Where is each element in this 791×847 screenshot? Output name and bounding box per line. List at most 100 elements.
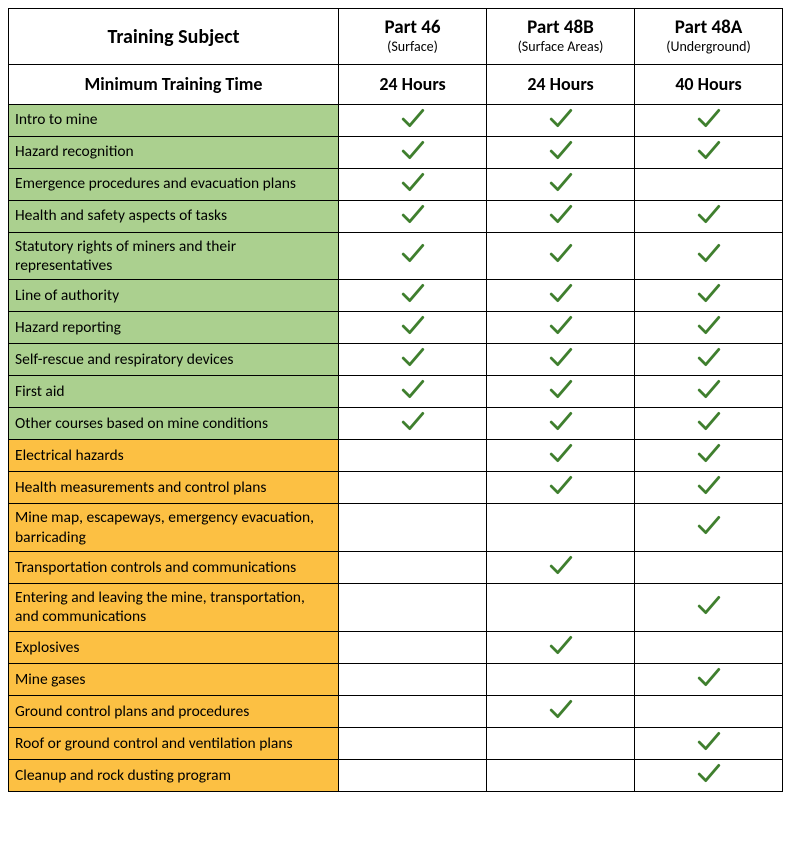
table-header: Training Subject Part 46 (Surface) Part …	[9, 9, 783, 105]
check-cell	[635, 759, 783, 791]
check-icon	[696, 242, 722, 264]
table-row: Cleanup and rock dusting program	[9, 759, 783, 791]
check-cell	[487, 104, 635, 136]
check-cell	[635, 344, 783, 376]
table-row: Other courses based on mine conditions	[9, 408, 783, 440]
check-icon	[400, 410, 426, 432]
check-cell	[339, 440, 487, 472]
check-icon	[696, 762, 722, 784]
check-icon	[696, 107, 722, 129]
check-cell	[487, 136, 635, 168]
training-table: Training Subject Part 46 (Surface) Part …	[8, 8, 783, 792]
check-cell	[635, 552, 783, 584]
check-cell	[487, 376, 635, 408]
header-part-48b: Part 48B (Surface Areas)	[487, 9, 635, 65]
check-cell	[635, 280, 783, 312]
header-part-title: Part 48B	[491, 18, 630, 39]
check-icon	[548, 698, 574, 720]
header-part-title: Part 46	[343, 18, 482, 39]
table-row: Emergence procedures and evacuation plan…	[9, 168, 783, 200]
header-part-46: Part 46 (Surface)	[339, 9, 487, 65]
check-cell	[635, 200, 783, 232]
table-row: Hazard reporting	[9, 312, 783, 344]
subject-cell: Line of authority	[9, 280, 339, 312]
check-cell	[487, 759, 635, 791]
check-cell	[635, 104, 783, 136]
check-cell	[487, 312, 635, 344]
check-cell	[635, 232, 783, 280]
check-cell	[635, 695, 783, 727]
check-icon	[696, 474, 722, 496]
check-cell	[339, 200, 487, 232]
check-icon	[696, 282, 722, 304]
check-icon	[548, 634, 574, 656]
check-cell	[487, 408, 635, 440]
check-cell	[339, 312, 487, 344]
table-row: Mine gases	[9, 663, 783, 695]
subject-cell: Hazard reporting	[9, 312, 339, 344]
header-part-sub: (Underground)	[639, 39, 778, 54]
check-cell	[339, 663, 487, 695]
table-row: Self-rescue and respiratory devices	[9, 344, 783, 376]
check-cell	[487, 504, 635, 552]
check-cell	[339, 344, 487, 376]
table-row: Electrical hazards	[9, 440, 783, 472]
check-icon	[696, 594, 722, 616]
check-cell	[635, 440, 783, 472]
subject-cell: Roof or ground control and ventilation p…	[9, 727, 339, 759]
check-icon	[400, 242, 426, 264]
table-row: Transportation controls and communicatio…	[9, 552, 783, 584]
table-row: Roof or ground control and ventilation p…	[9, 727, 783, 759]
header-part-sub: (Surface)	[343, 39, 482, 54]
min-training-row: Minimum Training Time 24 Hours 24 Hours …	[9, 65, 783, 105]
check-cell	[339, 472, 487, 504]
table-row: Statutory rights of miners and their rep…	[9, 232, 783, 280]
subject-cell: Self-rescue and respiratory devices	[9, 344, 339, 376]
check-cell	[635, 312, 783, 344]
check-icon	[548, 139, 574, 161]
check-cell	[339, 695, 487, 727]
header-subject: Training Subject	[9, 9, 339, 65]
check-icon	[548, 378, 574, 400]
check-icon	[548, 171, 574, 193]
check-cell	[487, 200, 635, 232]
check-icon	[548, 107, 574, 129]
check-icon	[548, 314, 574, 336]
table-row: Health and safety aspects of tasks	[9, 200, 783, 232]
check-cell	[635, 408, 783, 440]
subject-cell: First aid	[9, 376, 339, 408]
check-icon	[696, 410, 722, 432]
check-cell	[635, 136, 783, 168]
check-cell	[339, 376, 487, 408]
check-cell	[339, 631, 487, 663]
check-icon	[696, 203, 722, 225]
check-icon	[548, 203, 574, 225]
table-row: Entering and leaving the mine, transport…	[9, 584, 783, 632]
table-row: Mine map, escapeways, emergency evacuati…	[9, 504, 783, 552]
subject-cell: Health and safety aspects of tasks	[9, 200, 339, 232]
check-cell	[339, 104, 487, 136]
check-cell	[487, 631, 635, 663]
check-cell	[339, 168, 487, 200]
subject-cell: Transportation controls and communicatio…	[9, 552, 339, 584]
check-cell	[487, 552, 635, 584]
check-icon	[400, 139, 426, 161]
subject-cell: Electrical hazards	[9, 440, 339, 472]
check-cell	[487, 695, 635, 727]
check-cell	[635, 376, 783, 408]
check-cell	[339, 232, 487, 280]
check-cell	[635, 631, 783, 663]
table-row: Intro to mine	[9, 104, 783, 136]
check-icon	[548, 282, 574, 304]
check-icon	[548, 242, 574, 264]
table-row: Hazard recognition	[9, 136, 783, 168]
check-cell	[487, 440, 635, 472]
table-row: Line of authority	[9, 280, 783, 312]
check-cell	[487, 232, 635, 280]
check-cell	[487, 727, 635, 759]
min-training-value: 40 Hours	[635, 65, 783, 105]
check-cell	[635, 472, 783, 504]
check-cell	[487, 584, 635, 632]
check-cell	[339, 408, 487, 440]
subject-cell: Mine map, escapeways, emergency evacuati…	[9, 504, 339, 552]
